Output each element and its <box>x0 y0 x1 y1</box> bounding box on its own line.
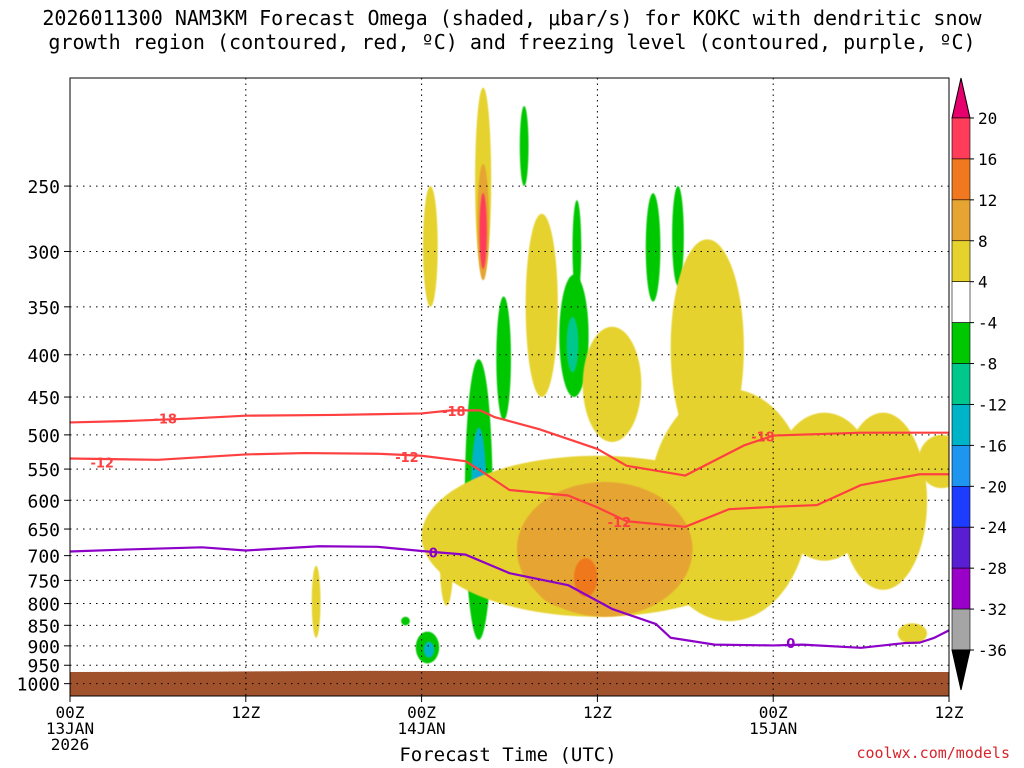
colorbar-label: -32 <box>978 600 1007 619</box>
x-tick-label: 12Z <box>231 703 260 722</box>
y-tick-label: 650 <box>27 520 60 541</box>
colorbar-label: 16 <box>978 150 997 169</box>
colorbar-segment <box>951 322 971 364</box>
colorbar-label: 4 <box>978 273 988 292</box>
x-tick-label: 15JAN <box>749 719 797 738</box>
y-tick-label: 450 <box>27 388 60 409</box>
y-tick-label: 250 <box>27 177 60 198</box>
colorbar-segment <box>951 445 971 487</box>
omega-shading-cell <box>566 316 579 373</box>
colorbar-segment <box>951 158 971 201</box>
omega-shading-cell <box>672 186 684 286</box>
y-tick-label: 850 <box>27 616 60 637</box>
y-tick-label: 550 <box>27 460 60 481</box>
omega-shading-cell <box>401 616 410 626</box>
colorbar-segment <box>951 199 971 242</box>
y-tick-label: 700 <box>27 547 60 568</box>
y-tick-label: 750 <box>27 571 60 592</box>
x-tick-label: 00Z <box>56 703 85 722</box>
contour-label: -12 <box>608 516 632 531</box>
contour-label: -18 <box>153 413 177 428</box>
omega-shading-cell <box>311 565 321 638</box>
omega-shading-cell <box>439 520 454 606</box>
contour-line <box>70 451 949 528</box>
colorbar-segment <box>951 117 971 160</box>
omega-shading-cell <box>519 105 529 187</box>
colorbar-label: -28 <box>978 559 1007 578</box>
y-tick-label: 800 <box>27 595 60 616</box>
omega-shading-cell <box>525 213 558 398</box>
x-tick-label: 12Z <box>935 703 964 722</box>
contour-label: 0 <box>786 637 795 652</box>
colorbar-label: -4 <box>978 314 997 333</box>
omega-shading-cell <box>645 193 661 302</box>
y-tick-label: 500 <box>27 426 60 447</box>
colorbar-label: -36 <box>978 641 1007 660</box>
x-tick-label: 2026 <box>51 735 90 754</box>
contour-line <box>70 409 949 477</box>
omega-shading-cell <box>573 558 598 597</box>
contour-label: -18 <box>442 405 466 420</box>
omega-shading-cell <box>839 412 928 590</box>
colorbar-label: -24 <box>978 518 1007 537</box>
x-axis-title: Forecast Time (UTC) <box>399 744 617 766</box>
y-tick-label: 600 <box>27 491 60 512</box>
omega-shading-cell <box>423 186 438 307</box>
colorbar-segment <box>951 486 971 528</box>
omega-shading-cell <box>496 296 511 421</box>
colorbar-label: 8 <box>978 232 988 251</box>
colorbar-segment <box>951 608 971 651</box>
x-tick-label: 00Z <box>759 703 788 722</box>
omega-shading-cell <box>582 326 642 442</box>
chart-title-line1: 2026011300 NAM3KM Forecast Omega (shaded… <box>42 6 982 30</box>
chart-title-line2: growth region (contoured, red, ºC) and f… <box>48 30 976 54</box>
colorbar-label: -8 <box>978 355 997 374</box>
colorbar-label: -20 <box>978 477 1007 496</box>
x-tick-label: 14JAN <box>398 719 446 738</box>
colorbar-segment <box>951 281 971 323</box>
colorbar-segment <box>951 240 971 282</box>
contour-label: -18 <box>751 430 775 445</box>
omega-shading-cell <box>572 200 582 297</box>
colorbar-bottom-arrow <box>951 649 971 691</box>
y-tick-label: 400 <box>27 346 60 367</box>
colorbar-segment <box>951 567 971 610</box>
x-tick-label: 13JAN <box>46 719 94 738</box>
colorbar-segment <box>951 363 971 405</box>
colorbar-segment <box>951 526 971 569</box>
y-tick-label: 300 <box>27 243 60 264</box>
omega-shading-cell <box>897 623 928 644</box>
site-credit: coolwx.com/models <box>856 744 1010 762</box>
colorbar-label: -12 <box>978 395 1007 414</box>
y-tick-label: 1000 <box>17 675 60 696</box>
contour-label: -12 <box>395 451 419 466</box>
contour-label: -12 <box>90 456 114 471</box>
omega-shading-cell <box>423 641 435 658</box>
x-tick-label: 00Z <box>407 703 436 722</box>
y-tick-label: 350 <box>27 298 60 319</box>
colorbar-label: -16 <box>978 436 1007 455</box>
colorbar-segment <box>951 404 971 446</box>
y-tick-label: 950 <box>27 656 60 677</box>
omega-shading-cell <box>479 193 487 270</box>
y-tick-label: 900 <box>27 637 60 658</box>
colorbar-top-arrow <box>951 77 971 119</box>
contour-line <box>70 545 949 649</box>
colorbar-label: 20 <box>978 109 997 128</box>
terrain-ground <box>70 670 949 696</box>
plot-frame <box>69 77 950 697</box>
x-tick-label: 12Z <box>583 703 612 722</box>
colorbar-label: 12 <box>978 191 997 210</box>
contour-label: 0 <box>429 547 438 562</box>
